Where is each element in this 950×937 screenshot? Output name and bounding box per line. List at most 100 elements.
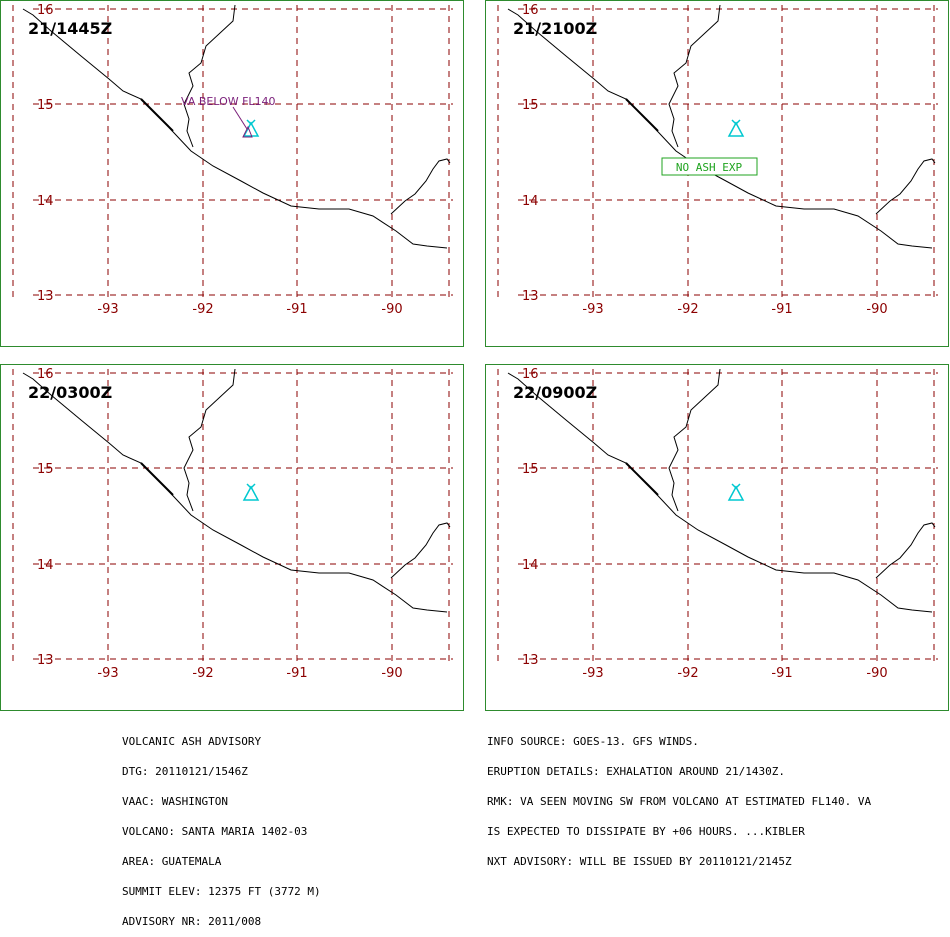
- coastline: [22, 4, 451, 249]
- volcano-triangle-icon: [727, 119, 745, 137]
- advisory-line: AREA: GUATEMALA: [122, 855, 222, 868]
- latitude-label: 15: [37, 98, 54, 113]
- advisory-line: ADVISORY NR: 2011/008: [122, 915, 262, 928]
- coastline-path: [22, 8, 448, 249]
- longitude-label: -92: [677, 666, 698, 681]
- latitude-label: 13: [37, 289, 54, 304]
- longitude-label: -90: [381, 666, 402, 681]
- advisory-line: RMK: VA SEEN MOVING SW FROM VOLCANO AT E…: [487, 795, 872, 808]
- ash-annotation-label: VA BELOW FL140: [181, 95, 276, 108]
- longitude-label: -90: [866, 666, 887, 681]
- longitude-label: -91: [771, 302, 792, 317]
- map-canvas: 16 15 14 13 -93 -92 -91 -90 NO ASH EXP: [497, 3, 938, 317]
- coastline-path: [625, 98, 659, 132]
- volcano-triangle-icon: [727, 483, 745, 501]
- volcano-crater-icon: [731, 119, 741, 126]
- longitude-label: -93: [97, 666, 118, 681]
- valid-time-label: 22/0300Z: [28, 383, 113, 402]
- valid-time-label: 21/1445Z: [28, 19, 113, 38]
- latitude-label: 16: [522, 367, 539, 382]
- longitude-label: -92: [677, 302, 698, 317]
- ash-annotation: VA BELOW FL140: [181, 95, 276, 138]
- longitude-label: -92: [192, 666, 213, 681]
- advisory-line: SUMMIT ELEV: 12375 FT (3772 M): [122, 885, 321, 898]
- volcano-triangle-icon: [242, 121, 260, 137]
- map-canvas: 16 15 14 13 -93 -92 -91 -90 VA BELOW FL140: [12, 3, 453, 317]
- map-panel-1: 16 15 14 13 -93 -92 -91 -90 VA BELOW FL140 21/1…: [0, 0, 464, 347]
- coastline-path: [507, 8, 933, 249]
- coastline-path: [140, 98, 174, 132]
- grid-labels: 16 15 14 13 -93 -92 -91 -90: [522, 3, 888, 317]
- map-panel-3: 16 15 14 13 -93 -92 -91 -90 22/0300Z: [0, 364, 464, 711]
- coastline-path: [390, 522, 451, 579]
- longitude-label: -90: [866, 302, 887, 317]
- advisory-left-text: VOLCANIC ASH ADVISORY DTG: 20110121/1546…: [122, 717, 321, 937]
- latitude-label: 16: [37, 367, 54, 382]
- latitude-label: 14: [37, 558, 54, 573]
- latitude-label: 15: [522, 462, 539, 477]
- advisory-line: VAAC: WASHINGTON: [122, 795, 228, 808]
- advisory-line: VOLCANIC ASH ADVISORY: [122, 735, 262, 748]
- annotation-leader-line: [232, 106, 248, 130]
- valid-time-label: 21/2100Z: [513, 19, 598, 38]
- advisory-line: VOLCANO: SANTA MARIA 1402-03: [122, 825, 308, 838]
- grid-labels: 16 15 14 13 -93 -92 -91 -90: [522, 367, 888, 681]
- latitude-label: 15: [37, 462, 54, 477]
- map-canvas: 16 15 14 13 -93 -92 -91 -90: [12, 367, 453, 681]
- coastline: [22, 368, 451, 613]
- volcano-triangle-icon: [242, 483, 260, 501]
- advisory-line: INFO SOURCE: GOES-13. GFS WINDS.: [487, 735, 699, 748]
- ash-annotation: NO ASH EXP: [661, 157, 758, 176]
- advisory-line: DTG: 20110121/1546Z: [122, 765, 248, 778]
- longitude-label: -90: [381, 302, 402, 317]
- latitude-label: 13: [522, 289, 539, 304]
- volcano-crater-icon: [246, 483, 256, 490]
- lat-lon-grid: [497, 369, 938, 665]
- advisory-right-text: INFO SOURCE: GOES-13. GFS WINDS. ERUPTIO…: [487, 717, 871, 877]
- latitude-label: 16: [37, 3, 54, 18]
- latitude-label: 14: [37, 194, 54, 209]
- lat-lon-grid: [12, 5, 453, 301]
- latitude-label: 16: [522, 3, 539, 18]
- border-path: [183, 4, 236, 148]
- coastline-path: [507, 372, 933, 613]
- annotation-box: [661, 157, 758, 176]
- valid-time-label: 22/0900Z: [513, 383, 598, 402]
- coastline-path: [390, 158, 451, 215]
- advisory-line: NXT ADVISORY: WILL BE ISSUED BY 20110121…: [487, 855, 792, 868]
- coastline-path: [140, 462, 174, 496]
- lat-lon-grid: [12, 369, 453, 665]
- map-canvas: 16 15 14 13 -93 -92 -91 -90: [497, 367, 938, 681]
- map-panel-4: 16 15 14 13 -93 -92 -91 -90 22/0900Z: [485, 364, 949, 711]
- coastline: [507, 368, 936, 613]
- volcano-crater-icon: [246, 119, 256, 126]
- volcano-triangle-icon: [727, 485, 745, 501]
- grid-labels: 16 15 14 13 -93 -92 -91 -90: [37, 367, 403, 681]
- longitude-label: -93: [582, 666, 603, 681]
- longitude-label: -91: [286, 666, 307, 681]
- coastline-path: [875, 522, 936, 579]
- latitude-label: 14: [522, 194, 539, 209]
- border-path: [668, 368, 721, 512]
- longitude-label: -93: [97, 302, 118, 317]
- coastline-path: [875, 158, 936, 215]
- grid-labels: 16 15 14 13 -93 -92 -91 -90: [37, 3, 403, 317]
- coastline: [507, 4, 936, 249]
- latitude-label: 13: [37, 653, 54, 668]
- volcano-crater-icon: [731, 483, 741, 490]
- coastline-path: [22, 372, 448, 613]
- longitude-label: -91: [771, 666, 792, 681]
- longitude-label: -92: [192, 302, 213, 317]
- coastline-path: [625, 462, 659, 496]
- volcano-triangle-icon: [242, 119, 260, 137]
- volcano-triangle-icon: [242, 485, 260, 501]
- longitude-label: -91: [286, 302, 307, 317]
- lat-lon-grid: [497, 5, 938, 301]
- longitude-label: -93: [582, 302, 603, 317]
- volcano-triangle-icon: [727, 121, 745, 137]
- latitude-label: 14: [522, 558, 539, 573]
- latitude-label: 15: [522, 98, 539, 113]
- no-ash-annotation-label: NO ASH EXP: [676, 161, 743, 174]
- advisory-line: ERUPTION DETAILS: EXHALATION AROUND 21/1…: [487, 765, 786, 778]
- ash-area-polygon: [242, 125, 253, 138]
